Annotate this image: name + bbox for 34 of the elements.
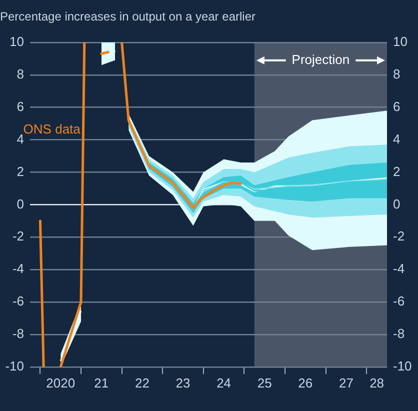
y2-tick-label: -4 [393, 261, 405, 276]
y2-tick-label: 0 [393, 196, 400, 212]
y2-tick-label: -6 [393, 294, 405, 309]
series-label: ONS data [23, 122, 82, 137]
x-tick-label: 28 [370, 375, 384, 390]
band-label: Projection [292, 52, 350, 67]
y2-tick-label: -8 [393, 326, 405, 342]
y2-tick-label: -10 [393, 358, 412, 374]
x-tick-label: 23 [176, 375, 190, 390]
chart-title: Percentage increases in output on a year earlier [0, 10, 256, 24]
y-tick-label: 2 [16, 164, 24, 179]
y2-tick-label: 10 [393, 34, 408, 49]
x-tick-label: 26 [298, 375, 313, 390]
x-tick-label: 22 [134, 375, 150, 390]
y-tick-label: -8 [12, 326, 24, 342]
y-tick-label: 6 [16, 98, 24, 114]
y2-tick-label: 6 [393, 98, 400, 114]
x-tick-label: 24 [216, 375, 232, 390]
y-tick-label: -6 [12, 294, 24, 309]
y-tick-label: 0 [16, 196, 24, 212]
y-tick-label: -4 [12, 261, 24, 276]
y-tick-label: 4 [16, 131, 24, 146]
y2-tick-label: 2 [393, 164, 400, 179]
y-tick-label: -10 [5, 358, 24, 374]
y-tick-label: -2 [12, 228, 24, 244]
y2-tick-label: 8 [393, 66, 400, 82]
x-tick-label: 27 [338, 375, 354, 390]
y2-tick-label: 4 [393, 131, 400, 146]
x-tick-label: 25 [257, 375, 272, 390]
x-tick-label: 2020 [46, 375, 76, 390]
y-tick-label: 8 [16, 66, 24, 82]
x-tick-label: 21 [94, 375, 109, 390]
y2-tick-label: -2 [393, 228, 405, 244]
y-tick-label: 10 [10, 34, 24, 49]
